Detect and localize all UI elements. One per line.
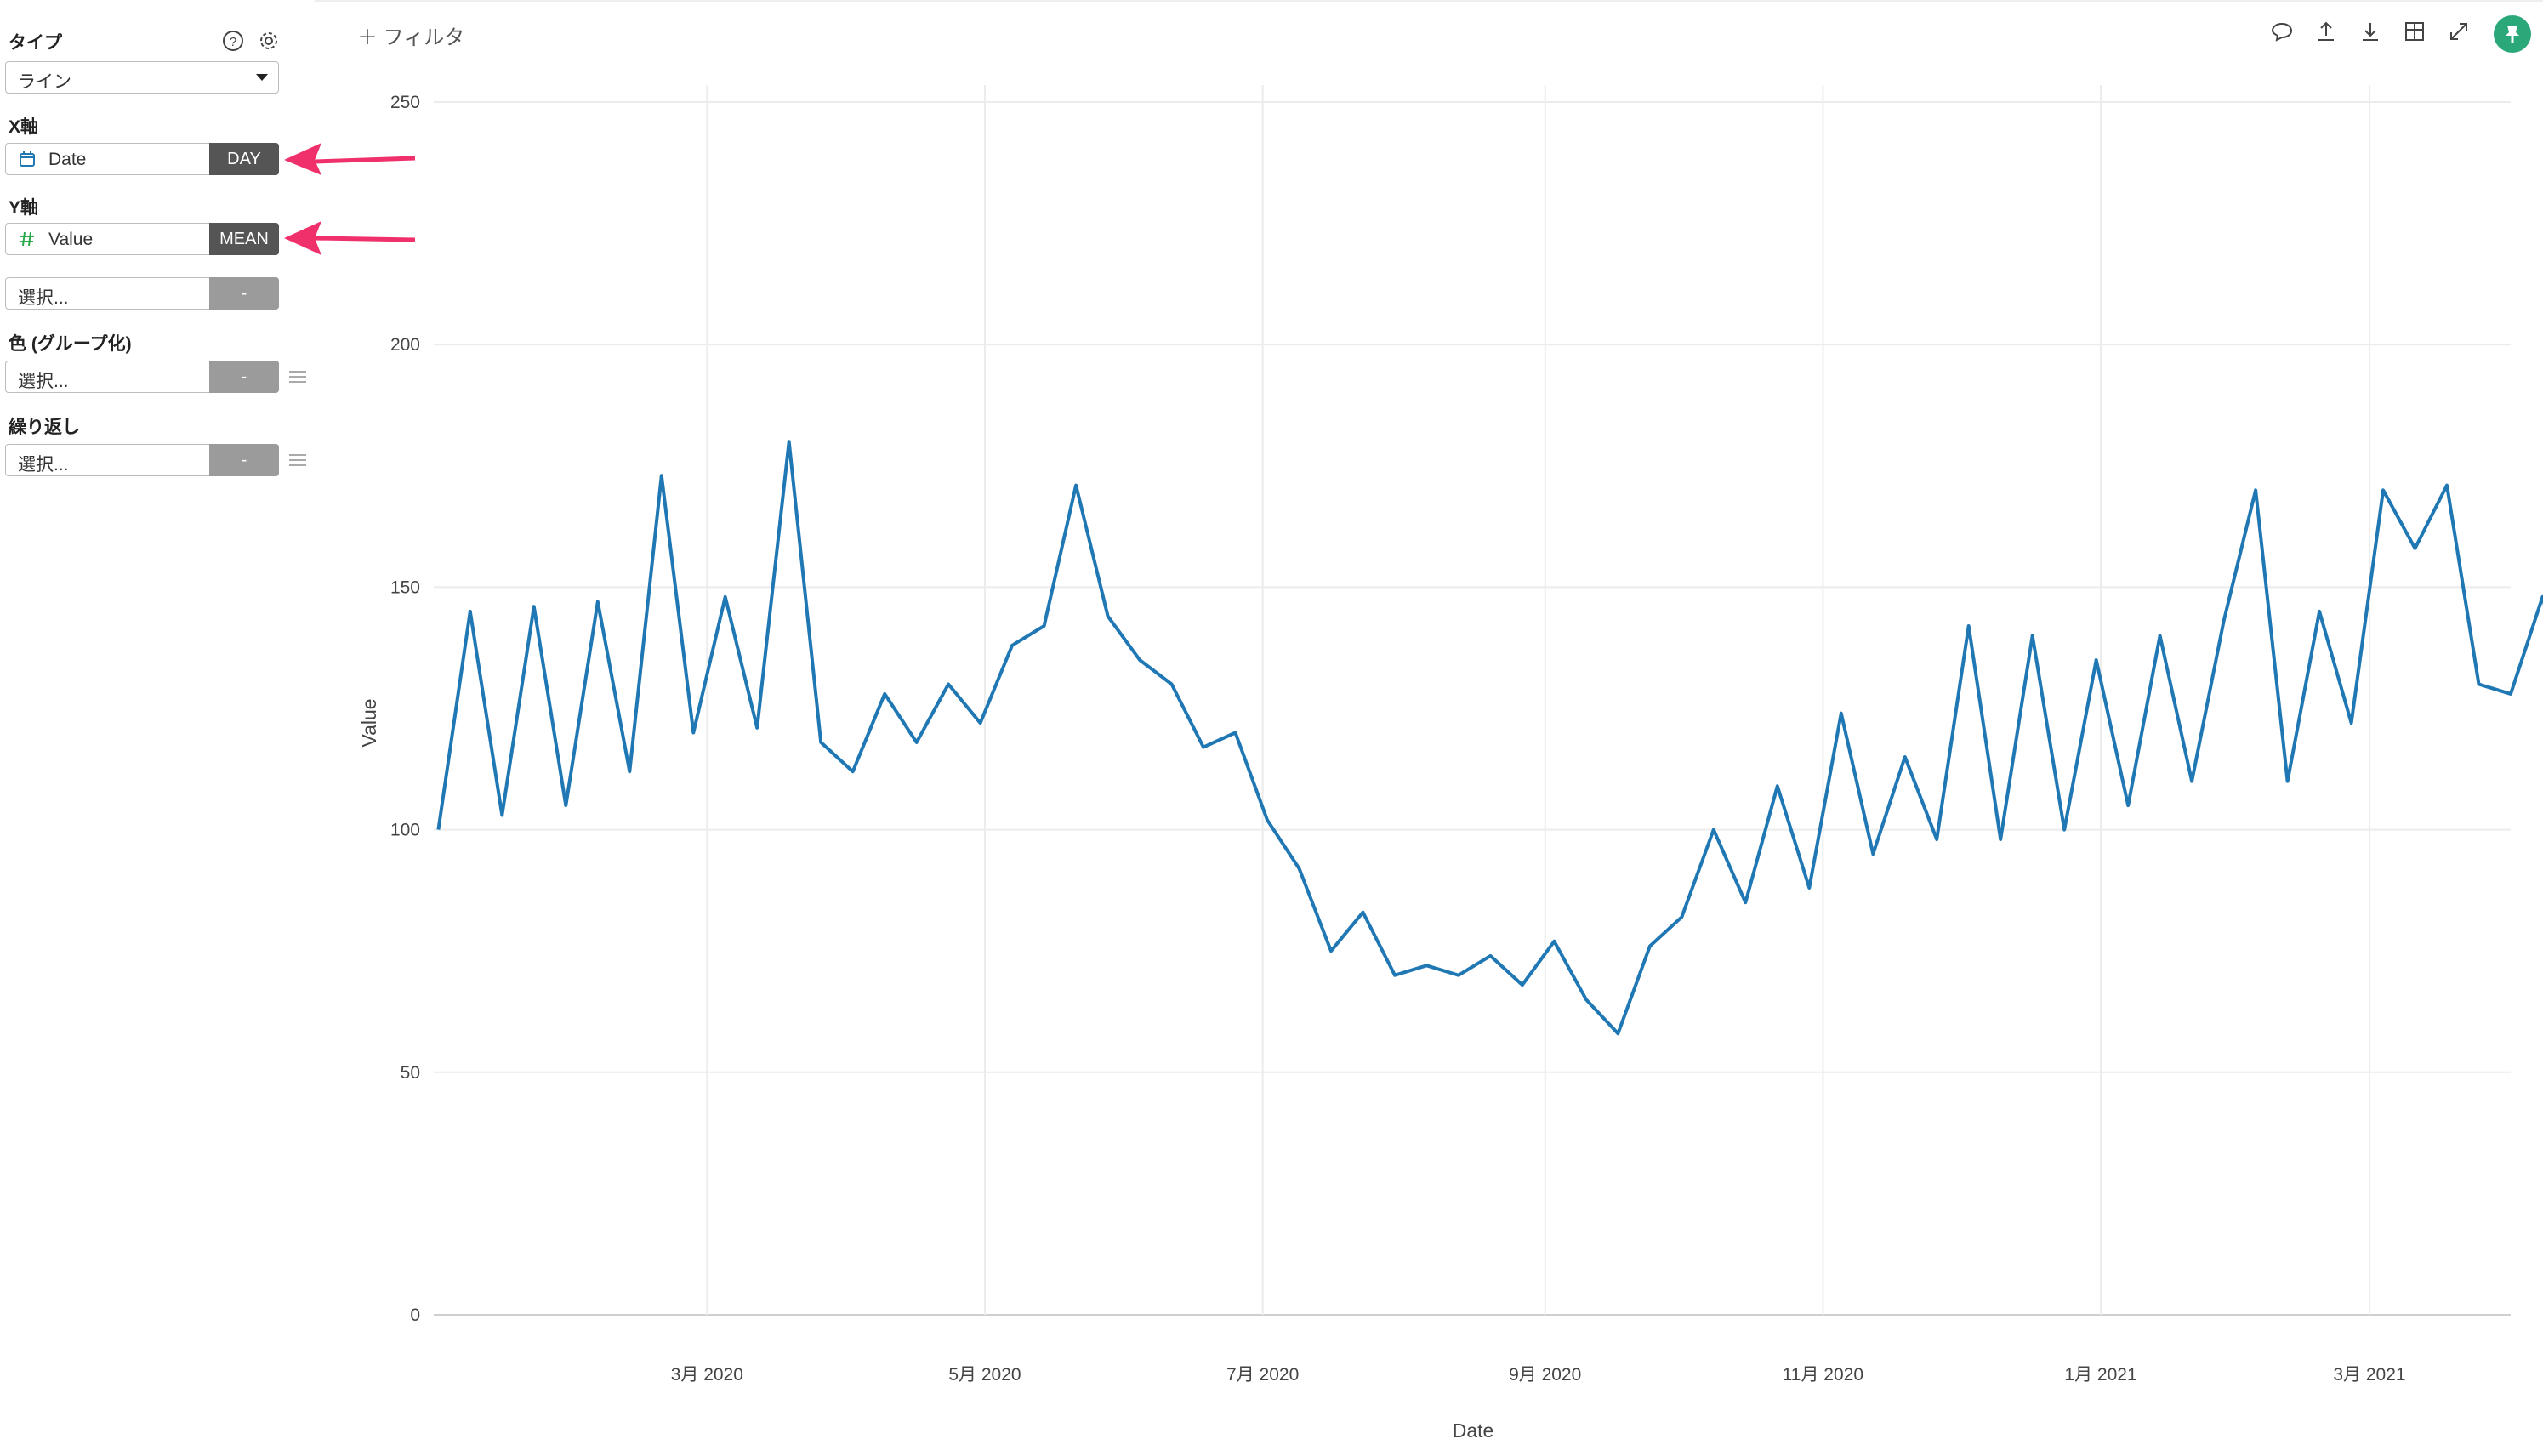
color-group-aggregation-button[interactable]: - — [209, 361, 279, 393]
y-axis-field-name: Value — [48, 230, 93, 250]
x-axis-section-label: X軸 — [9, 113, 38, 139]
chevron-down-icon — [256, 74, 268, 81]
x-tick-label: 3月 2020 — [671, 1365, 743, 1385]
chart-type-value: ライン — [18, 68, 71, 94]
color-menu-icon[interactable] — [289, 371, 306, 383]
y-axis-second-field[interactable]: 選択... - — [5, 277, 279, 310]
repeat-field[interactable]: 選択... - — [5, 444, 279, 476]
color-group-field[interactable]: 選択... - — [5, 361, 279, 393]
chart-type-select[interactable]: ライン — [5, 61, 279, 94]
series-line-value — [438, 111, 2543, 1033]
x-tick-label: 7月 2020 — [1226, 1365, 1299, 1385]
x-axis-field[interactable]: Date DAY — [5, 143, 279, 175]
color-section-label: 色 (グループ化) — [9, 330, 132, 355]
grid-icon[interactable] — [2402, 19, 2427, 44]
upload-icon[interactable] — [2313, 19, 2339, 44]
svg-text:?: ? — [230, 35, 236, 49]
repeat-section-label: 繰り返し — [9, 413, 80, 439]
pin-icon — [2494, 15, 2531, 53]
comment-icon[interactable] — [2269, 19, 2295, 44]
x-axis-field-name: Date — [48, 150, 86, 170]
y-axis-second-placeholder: 選択... — [18, 284, 69, 310]
hash-icon — [18, 230, 37, 248]
x-tick-label: 9月 2020 — [1509, 1365, 1581, 1385]
y-axis-field[interactable]: Value MEAN — [5, 223, 279, 255]
repeat-aggregation-button[interactable]: - — [209, 444, 279, 476]
y-axis-section-label: Y軸 — [9, 194, 38, 219]
x-tick-label: 3月 2021 — [2333, 1365, 2405, 1385]
x-axis-title: Date — [1453, 1419, 1494, 1442]
pin-button[interactable] — [2494, 15, 2531, 53]
chart-gridlines — [434, 85, 2511, 1315]
y-tick-label: 250 — [390, 93, 420, 112]
x-tick-label: 5月 2020 — [948, 1365, 1021, 1385]
add-filter-button[interactable]: ＋ フィルタ — [357, 20, 464, 50]
download-icon[interactable] — [2358, 19, 2383, 44]
line-chart: 0 50 100 150 200 250 3月 2020 5月 2020 7月 2020 9月 2… — [315, 68, 2543, 1456]
plus-icon: ＋ — [357, 26, 378, 49]
calendar-icon — [18, 150, 37, 168]
y-tick-label: 50 — [401, 1063, 420, 1083]
x-tick-label: 11月 2020 — [1783, 1365, 1863, 1385]
x-axis-aggregation-button[interactable]: DAY — [209, 143, 279, 175]
y-axis-second-aggregation-button[interactable]: - — [209, 277, 279, 310]
chart-axes: 0 50 100 150 200 250 3月 2020 5月 2020 7月 2020 9月 2… — [390, 93, 2406, 1385]
type-section-label: タイプ — [9, 29, 62, 54]
y-tick-label: 100 — [390, 821, 420, 840]
chart-settings-panel: タイプ ? ライン X軸 Date DAY Y軸 Value MEAN — [0, 0, 315, 1456]
y-axis-title: Value — [358, 698, 380, 747]
y-tick-label: 200 — [390, 335, 420, 355]
help-icon[interactable]: ? — [221, 29, 245, 53]
y-axis-aggregation-button[interactable]: MEAN — [209, 223, 279, 255]
expand-icon[interactable] — [2446, 19, 2472, 44]
color-group-placeholder: 選択... — [18, 367, 69, 393]
repeat-menu-icon[interactable] — [289, 454, 306, 466]
y-tick-label: 150 — [390, 577, 420, 597]
y-tick-label: 0 — [410, 1305, 420, 1325]
repeat-placeholder: 選択... — [18, 451, 69, 476]
filter-label: フィルタ — [384, 26, 465, 49]
chart-toolbar: ＋ フィルタ — [315, 0, 2543, 70]
gear-icon[interactable] — [257, 29, 281, 53]
x-tick-label: 1月 2021 — [2064, 1365, 2136, 1385]
